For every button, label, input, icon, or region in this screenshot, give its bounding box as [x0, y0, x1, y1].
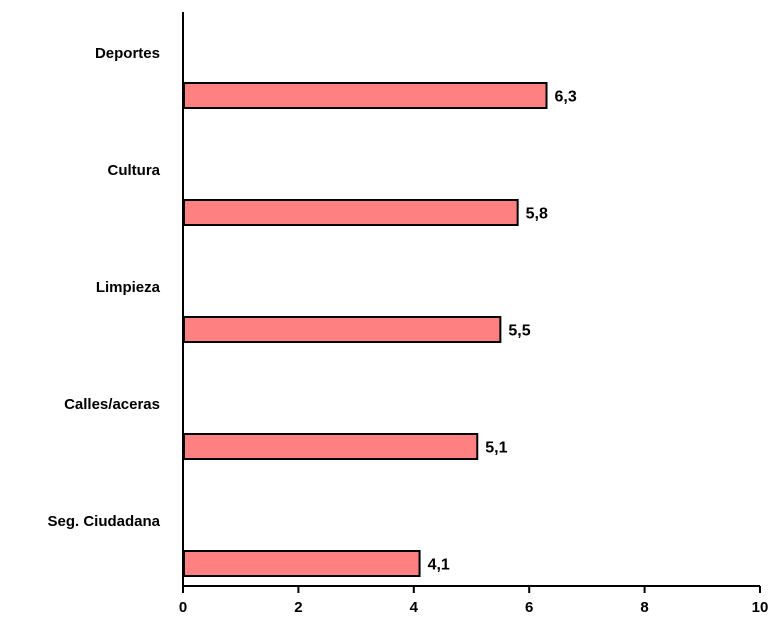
x-tick-label: 4 [410, 599, 419, 616]
value-label-seg-ciudadana: 4,1 [428, 557, 450, 574]
category-label-calles-aceras: Calles/aceras [64, 396, 160, 413]
value-label-calles-aceras: 5,1 [485, 440, 507, 457]
category-labels-layer: Deportes Cultura Limpieza Calles/aceras Seg.… [47, 45, 160, 530]
category-label-limpieza: Limpieza [96, 279, 161, 296]
bar-limpieza [183, 316, 502, 343]
x-tick-label: 6 [525, 599, 533, 616]
x-ticks-layer: 0 2 4 6 8 10 [179, 586, 769, 616]
x-tick-label: 8 [640, 599, 648, 616]
category-label-cultura: Cultura [108, 162, 161, 179]
bar-deportes [183, 82, 548, 109]
x-tick-label: 2 [294, 599, 302, 616]
category-label-deportes: Deportes [95, 45, 160, 62]
bar-cultura [183, 199, 519, 226]
axes-layer [182, 12, 760, 587]
value-label-cultura: 5,8 [526, 206, 548, 223]
x-tick-label: 10 [752, 599, 769, 616]
value-labels-layer: 6,3 5,8 5,5 5,1 4,1 [428, 89, 577, 574]
category-label-seg-ciudadana: Seg. Ciudadana [47, 513, 160, 530]
bar-seg-ciudadana [183, 550, 421, 577]
value-label-limpieza: 5,5 [508, 323, 530, 340]
bar-calles-aceras [183, 433, 479, 460]
x-tick-label: 0 [179, 599, 187, 616]
value-label-deportes: 6,3 [555, 89, 577, 106]
bars-layer [183, 82, 548, 577]
